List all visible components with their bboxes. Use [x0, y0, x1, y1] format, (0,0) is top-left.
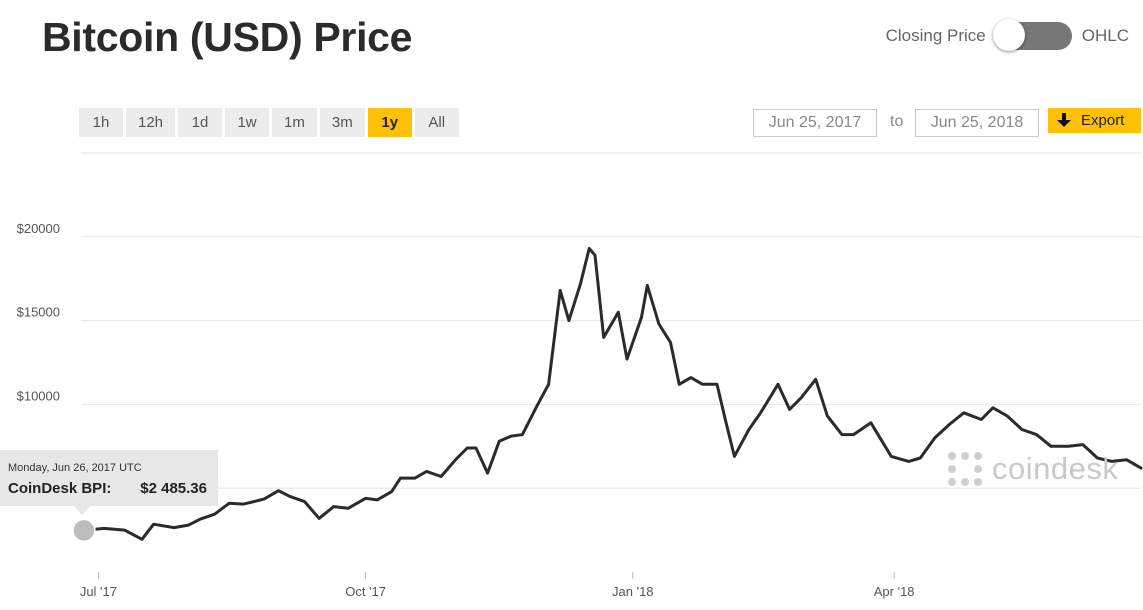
- page-title: Bitcoin (USD) Price: [42, 14, 413, 60]
- y-tick-label: $10000: [17, 388, 60, 403]
- range-button-1d[interactable]: 1d: [178, 108, 223, 137]
- tooltip-value: $2 485.36: [140, 480, 207, 497]
- highlight-point: [72, 518, 96, 543]
- price-series-line: [82, 247, 1143, 541]
- coindesk-wordmark: coindesk: [992, 451, 1119, 486]
- range-button-12h[interactable]: 12h: [126, 108, 176, 137]
- price-mode-toggle-group: Closing Price OHLC: [885, 19, 1129, 51]
- x-tick-label: Oct '17: [345, 584, 386, 599]
- x-tick-label: Apr '18: [874, 584, 915, 599]
- ohlc-label[interactable]: OHLC: [1081, 26, 1129, 45]
- range-button-1w[interactable]: 1w: [225, 108, 270, 137]
- y-tick-label: $15000: [17, 305, 60, 320]
- to-date-input[interactable]: Jun 25, 2018: [915, 109, 1039, 137]
- export-button[interactable]: Export: [1048, 108, 1141, 133]
- tooltip-date: Monday, Jun 26, 2017 UTC: [8, 462, 142, 474]
- toggle-knob[interactable]: [992, 19, 1025, 51]
- range-button-1y[interactable]: 1y: [367, 108, 412, 137]
- to-label: to: [890, 113, 904, 130]
- range-button-3m[interactable]: 3m: [319, 108, 365, 137]
- range-selector: 1h 12h 1d 1w 1m 3m 1y All: [79, 108, 459, 137]
- closing-price-label[interactable]: Closing Price: [885, 26, 986, 45]
- range-button-all[interactable]: All: [414, 108, 459, 137]
- tooltip-pointer: [74, 506, 90, 515]
- price-tooltip: Monday, Jun 26, 2017 UTC CoinDesk BPI: $…: [0, 450, 218, 506]
- download-arrow-icon: [1057, 113, 1071, 127]
- coindesk-logo-icon: [948, 452, 982, 486]
- export-label: Export: [1081, 112, 1125, 129]
- from-date-input[interactable]: Jun 25, 2017: [753, 109, 877, 137]
- x-tick-label: Jan '18: [612, 584, 654, 599]
- y-tick-label: $20000: [17, 221, 60, 236]
- tooltip-label: CoinDesk BPI:: [8, 480, 112, 497]
- range-button-1h[interactable]: 1h: [79, 108, 123, 137]
- range-button-1m[interactable]: 1m: [272, 108, 317, 137]
- price-mode-toggle[interactable]: [992, 19, 1072, 51]
- x-tick-label: Jul '17: [80, 584, 117, 599]
- coindesk-watermark: coindesk: [946, 450, 1118, 488]
